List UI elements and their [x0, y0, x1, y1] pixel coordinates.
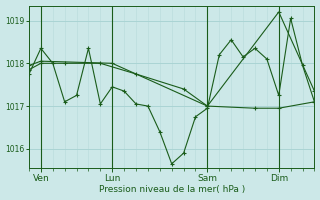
X-axis label: Pression niveau de la mer( hPa ): Pression niveau de la mer( hPa ) [99, 185, 245, 194]
